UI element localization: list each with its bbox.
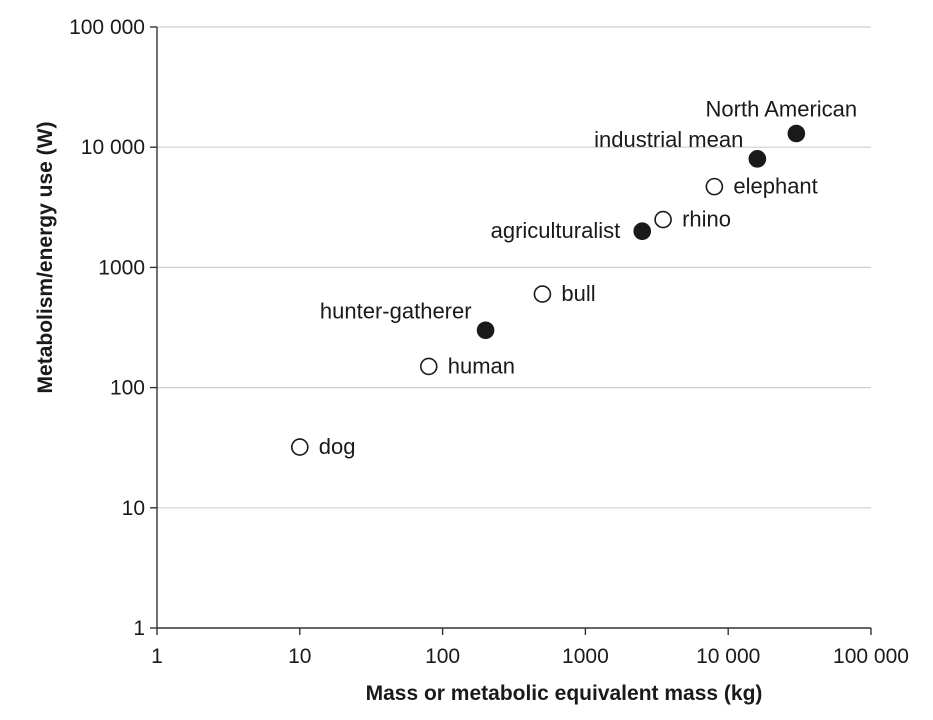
point-marker-north-american — [787, 124, 806, 143]
x-tick-label: 100 — [425, 645, 460, 668]
y-tick-label: 100 000 — [69, 16, 145, 39]
point-label-agriculturalist: agriculturalist — [491, 218, 621, 243]
x-tick-label: 10 — [288, 645, 311, 668]
point-label-dog: dog — [319, 434, 356, 459]
data-points: dog human hunter-gatherer bull agriculturali… — [290, 97, 858, 459]
x-tick-label: 1 — [151, 645, 163, 668]
y-tick-label: 10 000 — [81, 136, 145, 159]
x-tick-label: 1000 — [562, 645, 609, 668]
tick-labels: 1 10 100 1000 10 000 100 000 1 10 100 1000 10 000 1… — [69, 16, 909, 668]
x-tick-label: 10 000 — [696, 645, 760, 668]
grid-lines — [157, 26, 871, 509]
point-label-bull: bull — [561, 281, 595, 306]
point-marker-industrial-mean — [748, 150, 767, 168]
point-label-elephant: elephant — [733, 174, 817, 199]
point-marker-dog — [290, 438, 309, 456]
x-tick-label: 100 000 — [833, 645, 909, 668]
point-label-industrial-mean: industrial mean — [594, 127, 743, 152]
point-marker-bull — [533, 285, 552, 303]
point-marker-elephant — [705, 177, 724, 196]
axes — [150, 26, 872, 635]
point-marker-human — [419, 357, 438, 376]
y-tick-label: 10 — [122, 497, 145, 520]
point-label-north-american: North American — [706, 97, 858, 122]
y-tick-label: 100 — [110, 377, 145, 400]
point-label-human: human — [448, 353, 515, 378]
point-label-rhino: rhino — [682, 207, 731, 232]
point-marker-agriculturalist — [633, 222, 652, 241]
y-tick-label: 1 — [133, 617, 145, 640]
y-axis-label: Metabolism/energy use (W) — [34, 122, 57, 394]
point-marker-rhino — [654, 210, 672, 229]
x-axis-label: Mass or metabolic equivalent mass (kg) — [366, 682, 763, 705]
point-label-hunter-gatherer: hunter-gatherer — [320, 298, 472, 323]
y-tick-label: 1000 — [98, 256, 145, 279]
point-marker-hunter-gatherer — [476, 321, 495, 340]
